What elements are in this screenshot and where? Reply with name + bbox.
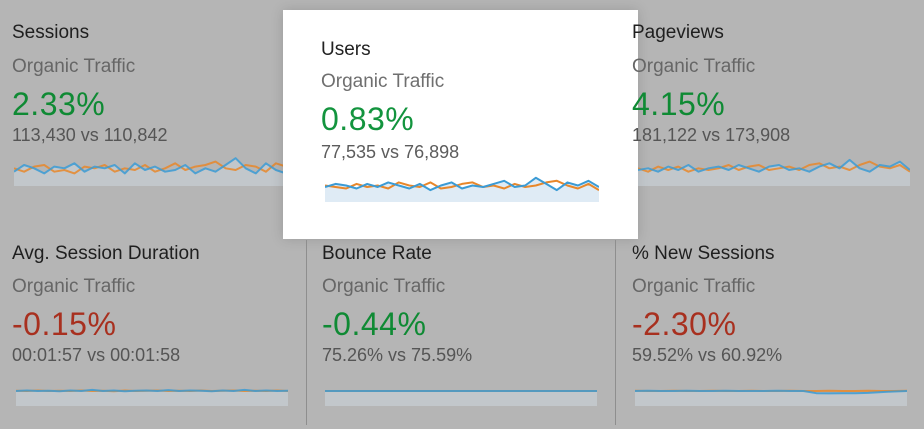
metric-name: Users	[321, 39, 371, 60]
sparkline-current-period	[635, 389, 907, 395]
scorecard-pageviews[interactable]: Pageviews Organic Traffic 4.15% 181,122 …	[620, 0, 924, 215]
scorecard-sessions[interactable]: Sessions Organic Traffic 2.33% 113,430 v…	[0, 0, 300, 215]
sparkline-previous-period	[638, 160, 910, 173]
metric-name: Bounce Rate	[322, 243, 432, 264]
sparkline	[635, 389, 907, 406]
comparison-values: 77,535 vs 76,898	[321, 142, 460, 162]
metric-name: Avg. Session Duration	[12, 243, 200, 264]
metric-name: % New Sessions	[632, 243, 775, 264]
change-percent: 4.15%	[632, 86, 726, 122]
segment-label: Organic Traffic	[632, 276, 756, 297]
change-percent: 0.83%	[321, 101, 415, 137]
sparkline-area	[325, 391, 597, 406]
sparkline-area	[14, 158, 286, 186]
sparkline-area	[16, 389, 288, 406]
change-percent: 2.33%	[12, 86, 106, 122]
segment-label: Organic Traffic	[321, 71, 445, 92]
comparison-values: 113,430 vs 110,842	[12, 125, 168, 145]
sparkline-current-period	[638, 158, 910, 173]
segment-label: Organic Traffic	[12, 276, 136, 297]
column-divider	[615, 240, 616, 425]
scorecard-bounce-rate[interactable]: Bounce Rate Organic Traffic -0.44% 75.26…	[310, 240, 610, 429]
sparkline	[638, 158, 910, 186]
sparkline	[325, 390, 597, 406]
sparkline-current-period	[325, 176, 599, 192]
change-percent: -2.30%	[632, 306, 737, 342]
metric-name: Pageviews	[632, 22, 724, 43]
scorecard-new-sessions[interactable]: % New Sessions Organic Traffic -2.30% 59…	[620, 240, 924, 429]
comparison-values: 59.52% vs 60.92%	[632, 345, 783, 365]
sparkline-previous-period	[325, 179, 599, 191]
segment-label: Organic Traffic	[632, 56, 756, 77]
sparkline-current-period	[16, 388, 288, 393]
change-percent: -0.15%	[12, 306, 117, 342]
sparkline-current-period	[14, 157, 286, 175]
sparkline-area	[635, 390, 907, 406]
sparkline	[325, 176, 599, 202]
sparkline-area	[638, 159, 910, 186]
comparison-values: 00:01:57 vs 00:01:58	[12, 345, 181, 365]
segment-label: Organic Traffic	[322, 276, 446, 297]
sparkline	[14, 157, 286, 186]
sparkline-area	[325, 177, 599, 202]
column-divider	[306, 240, 307, 425]
sparkline	[16, 388, 288, 406]
scorecard-avg-session-duration[interactable]: Avg. Session Duration Organic Traffic -0…	[0, 240, 300, 429]
comparison-values: 75.26% vs 75.59%	[322, 345, 473, 365]
change-percent: -0.44%	[322, 306, 427, 342]
metric-name: Sessions	[12, 22, 90, 43]
comparison-values: 181,122 vs 173,908	[632, 125, 791, 145]
scorecard-users[interactable]: Users Organic Traffic 0.83% 77,535 vs 76…	[283, 10, 638, 239]
segment-label: Organic Traffic	[12, 56, 136, 77]
